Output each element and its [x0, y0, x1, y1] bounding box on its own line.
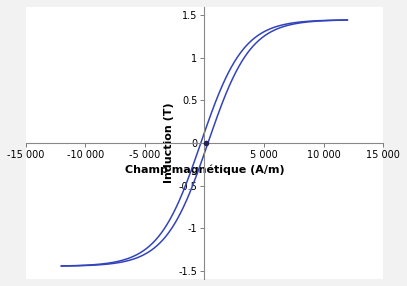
X-axis label: Champ magnétique (A/m): Champ magnétique (A/m) — [125, 164, 284, 175]
Y-axis label: Induction (T): Induction (T) — [164, 103, 174, 183]
